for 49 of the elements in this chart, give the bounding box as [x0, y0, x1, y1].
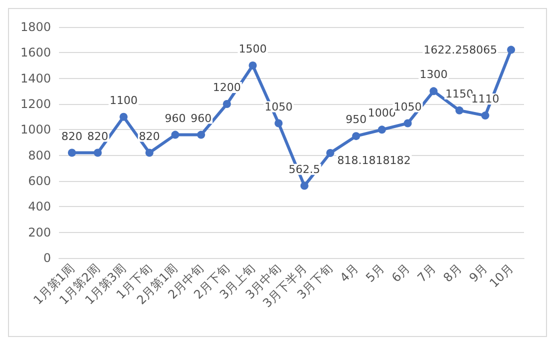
- data-label: 1050: [394, 100, 422, 114]
- data-label: 562.5: [288, 162, 320, 176]
- data-label: 1622.258065: [424, 43, 498, 56]
- point: [274, 119, 283, 128]
- data-label: 960: [164, 112, 186, 125]
- y-tick-label: 1000: [20, 122, 51, 137]
- data-label: 960: [190, 112, 212, 125]
- data-label: 820: [61, 130, 82, 143]
- y-tick-label: 1800: [20, 20, 51, 34]
- x-tick-label: 8月: [440, 261, 464, 285]
- point: [430, 87, 438, 96]
- y-tick-label: 600: [28, 174, 51, 188]
- x-tick-label: 7月: [414, 261, 439, 285]
- data-label: 1050: [264, 100, 293, 114]
- y-tick-label: 200: [28, 225, 51, 240]
- data-label: 1500: [238, 42, 267, 56]
- point: [507, 46, 516, 54]
- point: [94, 148, 102, 157]
- point: [145, 148, 154, 157]
- point: [455, 106, 464, 114]
- y-tick-label: 400: [28, 200, 51, 214]
- point: [68, 148, 76, 157]
- point: [120, 112, 128, 121]
- data-label: 1100: [110, 94, 138, 107]
- x-tick-label: 4月: [337, 261, 362, 285]
- data-label: 820: [138, 130, 160, 143]
- point: [378, 126, 386, 134]
- data-label: 820: [87, 130, 108, 143]
- data-label: 950: [346, 113, 367, 126]
- point: [197, 130, 206, 139]
- point: [326, 149, 334, 157]
- x-tick-label: 5月: [363, 261, 387, 285]
- x-tick-label: 6月: [388, 261, 413, 285]
- y-tick-label: 0: [43, 251, 51, 265]
- y-tick-label: 1200: [20, 97, 51, 111]
- data-label: 1200: [212, 81, 241, 94]
- point: [481, 112, 490, 120]
- y-tick-label: 800: [28, 148, 51, 162]
- y-tick-label: 1400: [20, 71, 51, 86]
- data-label: 818.1818182: [337, 154, 411, 167]
- point: [352, 132, 360, 140]
- point: [300, 182, 308, 190]
- y-tick-label: 1600: [20, 46, 51, 60]
- point: [222, 100, 231, 108]
- point: [171, 130, 180, 139]
- data-label: 1300: [420, 68, 448, 82]
- point: [404, 119, 412, 128]
- point: [248, 62, 257, 70]
- data-label: 1110: [471, 92, 500, 106]
